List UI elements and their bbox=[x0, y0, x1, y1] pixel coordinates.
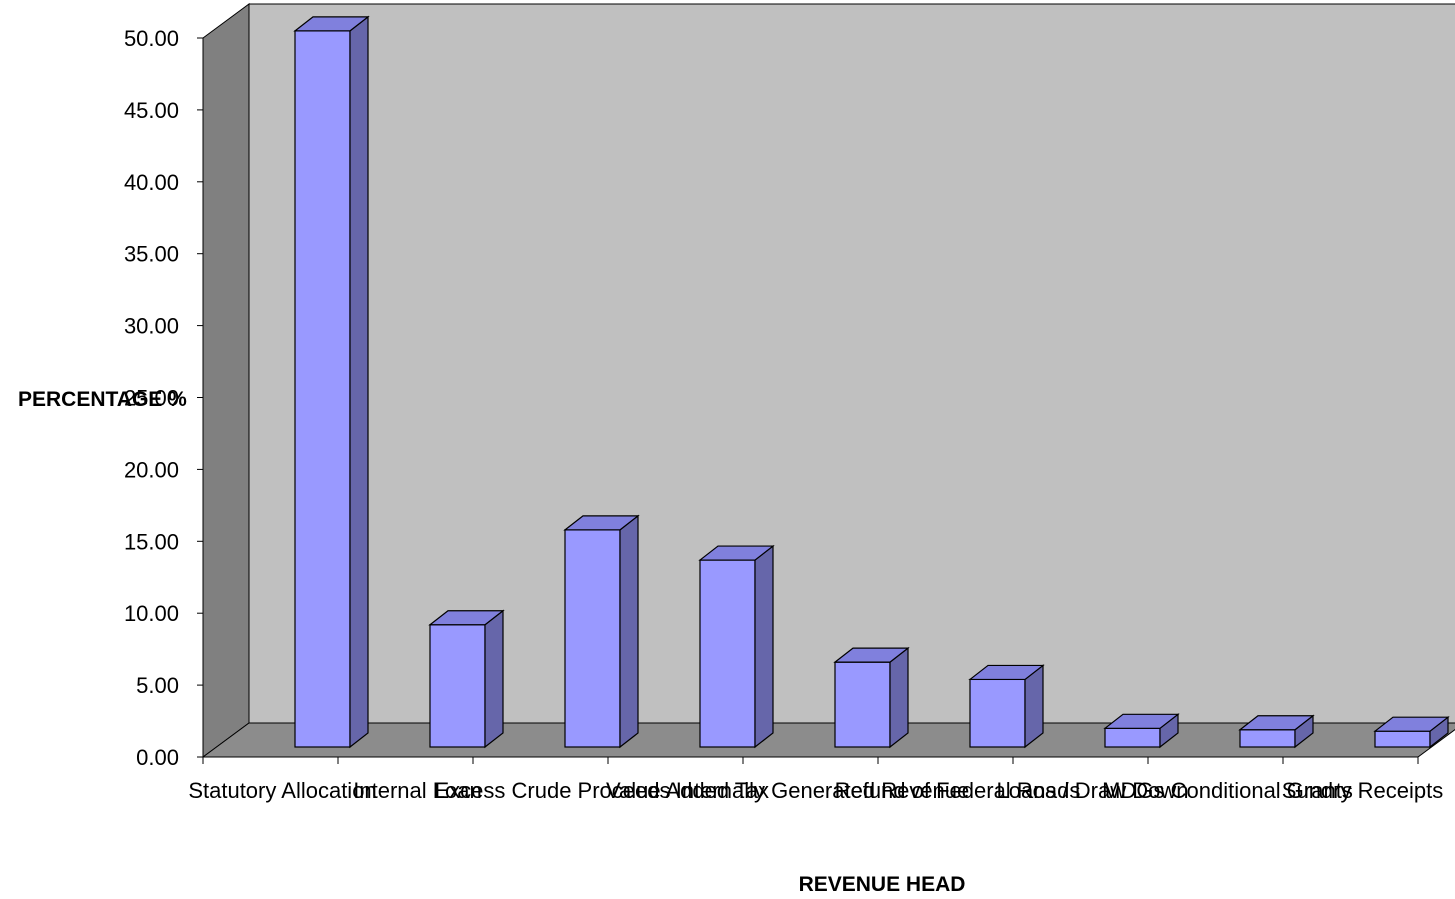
bar-top bbox=[1103, 713, 1180, 729]
bar-top bbox=[428, 610, 505, 626]
bar bbox=[833, 646, 910, 749]
x-tick-label: Sundry Receipts bbox=[1282, 778, 1443, 803]
y-tick-label: 30.00 bbox=[124, 314, 179, 339]
y-tick-label: 35.00 bbox=[124, 242, 179, 267]
y-tick-label: 5.00 bbox=[136, 673, 179, 698]
bar-front bbox=[969, 678, 1026, 748]
bar-front bbox=[699, 559, 756, 748]
y-tick-label: 25.00 bbox=[124, 386, 179, 411]
y-tick-label: 45.00 bbox=[124, 98, 179, 123]
bar-front bbox=[294, 30, 351, 748]
x-tick-label: Value Added Tax bbox=[606, 778, 769, 803]
bar-side bbox=[754, 544, 774, 749]
y-tick-label: 10.00 bbox=[124, 601, 179, 626]
bar-side bbox=[349, 15, 369, 749]
y-tick-label: 20.00 bbox=[124, 457, 179, 482]
y-tick-label: 50.00 bbox=[124, 26, 179, 51]
y-tick-label: 40.00 bbox=[124, 170, 179, 195]
bar-top bbox=[293, 16, 370, 32]
bar bbox=[563, 514, 640, 749]
bar-top bbox=[563, 515, 640, 531]
bar-side bbox=[619, 514, 639, 749]
bar bbox=[698, 544, 775, 749]
bar-front bbox=[1104, 727, 1161, 748]
bar bbox=[293, 15, 370, 749]
y-axis-title: PERCENTAGE % bbox=[18, 388, 187, 411]
bar-side bbox=[484, 609, 504, 749]
y-tick-label: 0.00 bbox=[136, 745, 179, 770]
x-tick-label: Internal Loan bbox=[353, 778, 481, 803]
x-tick-label: Statutory Allocation bbox=[188, 778, 376, 803]
bar bbox=[1103, 713, 1180, 749]
side-wall bbox=[202, 3, 250, 758]
back-wall bbox=[248, 3, 1455, 724]
bar-top bbox=[698, 545, 775, 561]
x-tick-label: Excess Crude Proceeds bbox=[435, 778, 671, 803]
bar bbox=[1373, 715, 1450, 749]
bar bbox=[428, 609, 505, 749]
bar-top bbox=[833, 647, 910, 663]
bar-top bbox=[1373, 716, 1450, 732]
y-axis-ticks: 0.00 5.00 10.00 15.00 20.00 25.00 30.00 35.00 40… bbox=[124, 26, 204, 770]
bar-top bbox=[1238, 715, 1315, 731]
bar bbox=[1238, 714, 1315, 749]
y-tick-label: 15.00 bbox=[124, 529, 179, 554]
x-axis-title: REVENUE HEAD bbox=[799, 873, 966, 896]
bar-front bbox=[429, 624, 486, 748]
bar-top bbox=[968, 664, 1045, 681]
x-tick-label: Loans / Draw Down bbox=[997, 778, 1189, 803]
x-tick-label: MDGs Conditional Grants bbox=[1102, 778, 1353, 803]
x-tick-label: Internally Generated Revenue bbox=[676, 778, 970, 803]
chart-bars bbox=[293, 15, 1450, 749]
bar-side bbox=[889, 646, 909, 749]
bar-front bbox=[834, 661, 891, 748]
bar bbox=[968, 664, 1045, 749]
bar-front bbox=[1239, 729, 1296, 748]
x-tick-label: Refund of Federal Roads bbox=[835, 778, 1081, 803]
bar-front bbox=[1374, 730, 1431, 748]
bar-front bbox=[564, 529, 621, 748]
chart-walls bbox=[201, 3, 1455, 758]
